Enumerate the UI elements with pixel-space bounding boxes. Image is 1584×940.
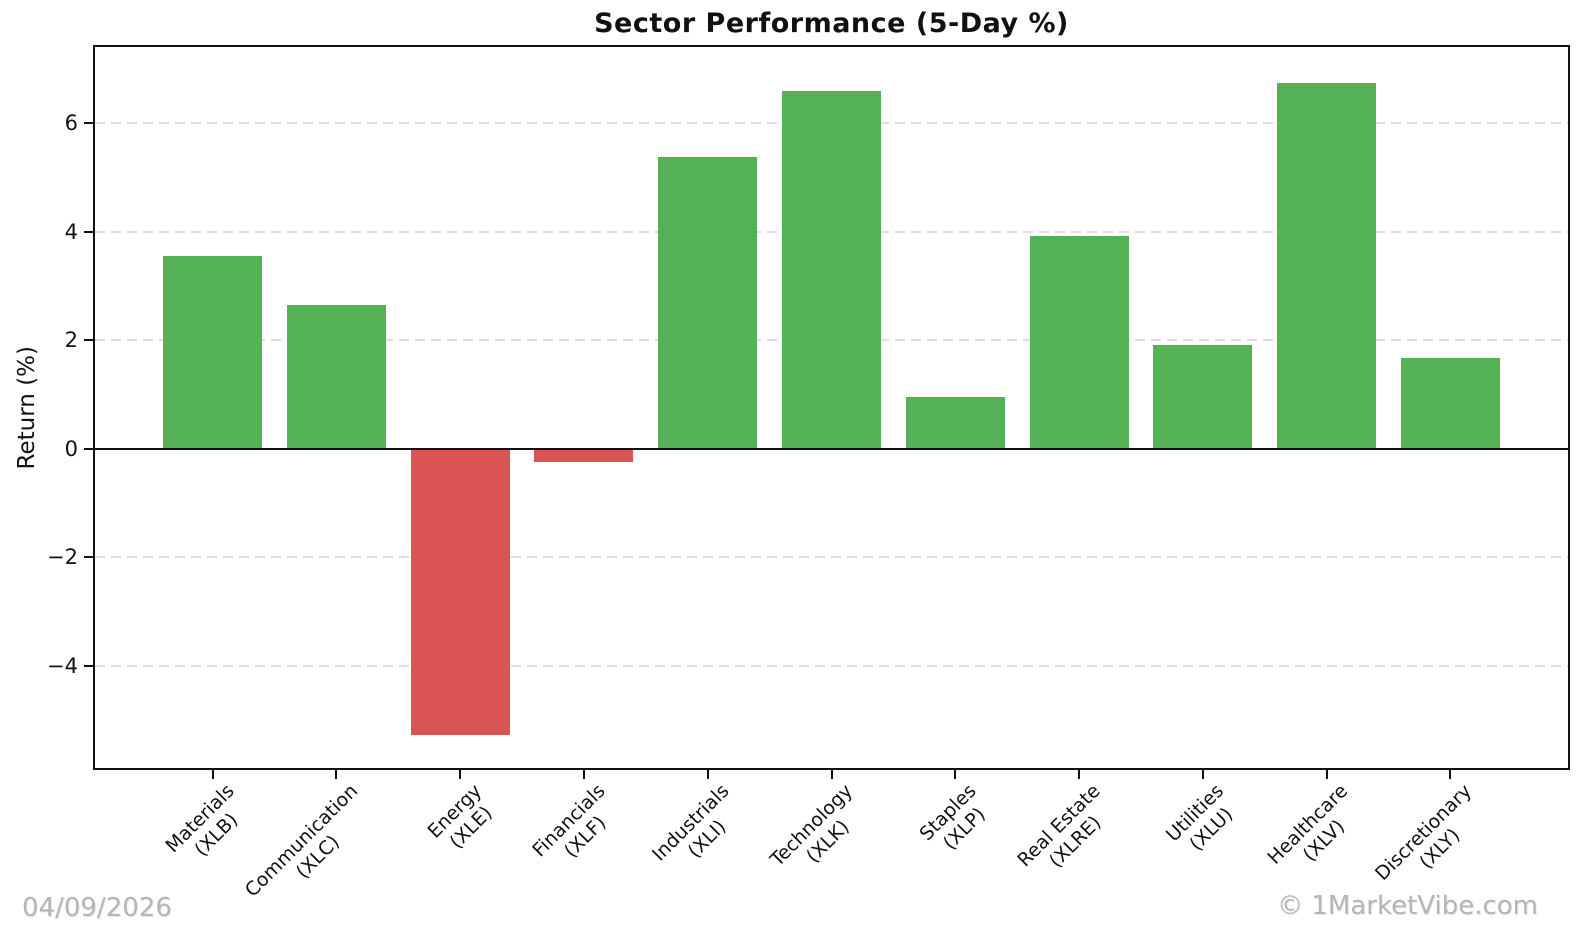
bar-xlp bbox=[905, 397, 1005, 449]
y-tick--4 bbox=[84, 664, 93, 667]
x-label-xlc: Communication (XLC) bbox=[241, 780, 379, 918]
gridline-y-2 bbox=[95, 556, 1568, 559]
x-label-xlv: Healthcare (XLV) bbox=[1263, 780, 1368, 885]
bar-xlf bbox=[534, 448, 634, 463]
y-tick-4 bbox=[84, 230, 93, 233]
x-tick-xlc bbox=[335, 770, 338, 779]
bar-xlu bbox=[1153, 345, 1253, 449]
y-tick-6 bbox=[84, 122, 93, 124]
y-tick--2 bbox=[84, 556, 93, 559]
x-tick-xlf bbox=[582, 770, 585, 779]
x-tick-xle bbox=[459, 770, 462, 779]
chart-title: Sector Performance (5-Day %) bbox=[594, 8, 1069, 39]
y-tick-2 bbox=[84, 339, 93, 342]
zero-line bbox=[95, 447, 1568, 450]
gridline-y-4 bbox=[95, 664, 1568, 667]
x-label-xli: Industrials (XLI) bbox=[648, 780, 750, 882]
x-label-xlf: Financials (XLF) bbox=[528, 780, 626, 878]
x-tick-xlre bbox=[1078, 770, 1081, 779]
y-tick-label--4: −4 bbox=[47, 653, 78, 678]
x-tick-xlb bbox=[211, 770, 214, 779]
bar-xlk bbox=[782, 91, 881, 449]
x-label-xly: Discretionary (XLY) bbox=[1371, 780, 1493, 902]
bar-xle bbox=[410, 448, 510, 735]
y-tick-label-2: 2 bbox=[64, 328, 78, 353]
bar-xlb bbox=[163, 256, 263, 449]
y-tick-label-4: 4 bbox=[64, 219, 78, 244]
x-label-xlb: Materials (XLB) bbox=[161, 780, 255, 874]
x-tick-xlu bbox=[1201, 770, 1204, 779]
x-tick-xly bbox=[1449, 770, 1452, 779]
x-tick-xlk bbox=[830, 770, 833, 779]
date-label: 04/09/2026 bbox=[22, 893, 172, 923]
x-label-xlk: Technology (XLK) bbox=[766, 780, 874, 888]
y-tick-0 bbox=[84, 447, 93, 450]
bar-xlc bbox=[286, 304, 386, 449]
bar-xli bbox=[658, 156, 758, 449]
x-tick-xli bbox=[706, 770, 709, 779]
bar-xlre bbox=[1029, 235, 1129, 449]
watermark: © 1MarketVibe.com bbox=[1277, 891, 1538, 921]
y-tick-label--2: −2 bbox=[47, 545, 78, 570]
x-label-xle: Energy (XLE) bbox=[423, 780, 502, 859]
x-label-xlp: Staples (XLP) bbox=[916, 780, 998, 862]
y-tick-label-0: 0 bbox=[64, 436, 78, 461]
y-tick-label-6: 6 bbox=[64, 111, 78, 135]
bar-xly bbox=[1400, 357, 1500, 449]
x-tick-xlp bbox=[954, 770, 957, 779]
x-tick-xlv bbox=[1325, 770, 1328, 779]
x-label-xlu: Utilities (XLU) bbox=[1162, 780, 1245, 863]
x-label-xlre: Real Estate (XLRE) bbox=[1013, 780, 1121, 888]
bar-xlv bbox=[1277, 83, 1377, 449]
